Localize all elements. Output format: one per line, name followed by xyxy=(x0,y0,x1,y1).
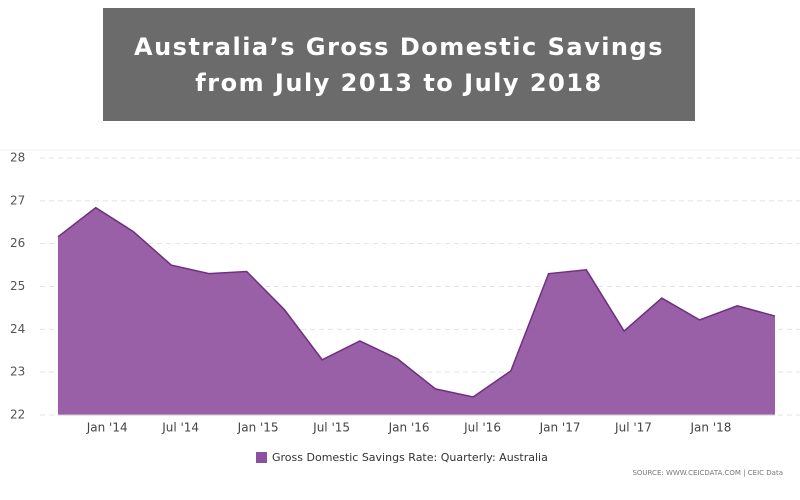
x-tick-label: Jan '17 xyxy=(539,421,581,435)
x-tick-label: Jan '14 xyxy=(86,421,128,435)
source: SOURCE: WWW.CEICDATA.COM | CEIC Data xyxy=(632,469,783,477)
y-tick-label: 23 xyxy=(10,365,25,379)
x-tick-label: Jul '15 xyxy=(312,421,350,435)
y-tick-label: 26 xyxy=(10,236,25,250)
line xyxy=(57,206,776,398)
y-tick-label: 28 xyxy=(10,151,25,165)
x-tick-label: Jul '16 xyxy=(463,421,501,435)
legend-label: Gross Domestic Savings Rate: Quarterly: … xyxy=(272,451,548,464)
area xyxy=(58,207,775,415)
x-tick-label: Jan '16 xyxy=(388,421,430,435)
title-wrap: Australia’s Gross Domestic Savings from … xyxy=(134,32,664,97)
plot: 22 23 24 25 26 27 28 Jan '14 Jul '14 Jan '15 Jul '… xyxy=(10,151,800,435)
x-tick-label: Jul '17 xyxy=(614,421,652,435)
x-tick-label: Jan '15 xyxy=(237,421,279,435)
x-tick-label: Jul '14 xyxy=(161,421,199,435)
y-tick-label: 25 xyxy=(10,279,25,293)
y-tick-label: 24 xyxy=(10,322,25,336)
chart-title: Australia’s Gross Domestic Savings from … xyxy=(134,32,664,97)
title-box xyxy=(103,8,695,121)
y-tick-label: 27 xyxy=(10,193,25,207)
legend-swatch xyxy=(256,452,267,463)
y-tick-label: 22 xyxy=(10,408,25,422)
x-tick-label: Jan '18 xyxy=(690,421,732,435)
